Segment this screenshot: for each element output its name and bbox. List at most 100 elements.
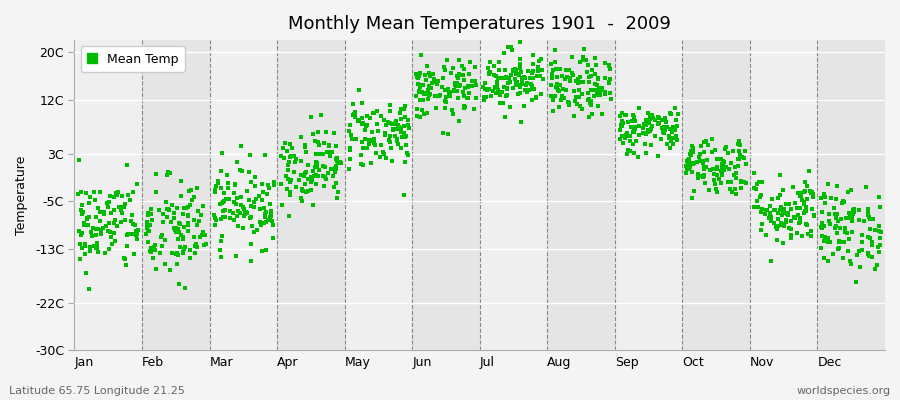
Point	[130, 227, 145, 233]
Point	[684, 160, 698, 166]
Point	[844, 261, 859, 267]
Point	[509, 82, 524, 88]
Point	[287, 158, 302, 165]
Point	[428, 76, 442, 82]
Point	[482, 85, 496, 92]
Point	[94, 227, 108, 233]
Point	[410, 112, 425, 119]
Point	[233, 210, 248, 217]
Point	[767, 220, 781, 226]
Point	[311, 173, 326, 179]
Point	[651, 153, 665, 160]
Point	[572, 93, 586, 100]
Point	[576, 79, 590, 85]
Point	[287, 152, 302, 159]
Point	[283, 141, 297, 148]
Point	[842, 210, 856, 216]
Point	[78, 240, 93, 247]
Point	[452, 71, 466, 78]
Point	[118, 201, 132, 208]
Point	[90, 249, 104, 255]
Point	[780, 210, 795, 216]
Point	[417, 90, 431, 97]
Point	[544, 70, 559, 77]
Point	[641, 120, 655, 126]
Point	[689, 159, 704, 165]
Point	[658, 126, 672, 133]
Point	[345, 136, 359, 142]
Point	[260, 191, 274, 197]
Point	[115, 210, 130, 216]
Point	[842, 258, 857, 264]
Point	[645, 114, 660, 121]
Point	[788, 215, 802, 221]
Point	[709, 164, 724, 170]
Point	[112, 204, 127, 210]
Point	[254, 222, 268, 228]
Point	[731, 141, 745, 148]
Point	[752, 179, 766, 186]
Point	[589, 87, 603, 93]
Point	[343, 146, 357, 153]
Point	[213, 247, 228, 254]
Point	[842, 215, 856, 222]
Point	[301, 188, 315, 194]
Point	[643, 116, 657, 122]
Point	[686, 149, 700, 155]
Point	[304, 113, 319, 120]
Point	[76, 202, 90, 208]
Point	[166, 210, 181, 216]
Point	[806, 194, 820, 200]
Point	[394, 126, 409, 133]
Point	[512, 71, 526, 78]
Point	[450, 88, 464, 94]
Point	[863, 216, 878, 222]
Point	[388, 120, 402, 126]
Point	[842, 215, 856, 222]
Point	[522, 74, 536, 81]
Point	[117, 255, 131, 261]
Point	[72, 228, 86, 234]
Point	[705, 148, 719, 155]
Point	[266, 182, 281, 188]
Point	[626, 125, 641, 131]
Point	[495, 74, 509, 81]
Point	[633, 131, 647, 138]
Point	[550, 81, 564, 88]
Point	[342, 156, 356, 162]
Point	[379, 155, 393, 162]
Point	[329, 195, 344, 201]
Point	[89, 231, 104, 238]
Point	[818, 200, 832, 206]
Point	[440, 57, 454, 63]
Point	[751, 204, 765, 210]
Point	[696, 174, 710, 181]
Point	[506, 68, 520, 74]
Point	[805, 190, 819, 196]
Point	[508, 66, 523, 73]
Point	[841, 248, 855, 254]
Point	[359, 123, 374, 129]
Point	[156, 219, 170, 226]
Point	[732, 156, 746, 162]
Point	[648, 133, 662, 140]
Point	[816, 237, 831, 244]
Point	[244, 258, 258, 265]
Point	[714, 156, 728, 162]
Point	[118, 216, 132, 223]
Point	[331, 189, 346, 196]
Point	[148, 171, 163, 177]
Point	[776, 240, 790, 246]
Point	[283, 192, 297, 198]
Point	[616, 120, 630, 126]
Point	[263, 201, 277, 208]
Point	[570, 101, 584, 108]
Point	[821, 181, 835, 188]
Point	[686, 145, 700, 151]
Point	[293, 134, 308, 140]
Point	[347, 112, 362, 118]
Point	[181, 228, 195, 234]
Point	[554, 97, 569, 103]
Point	[525, 70, 539, 76]
Point	[615, 123, 629, 130]
